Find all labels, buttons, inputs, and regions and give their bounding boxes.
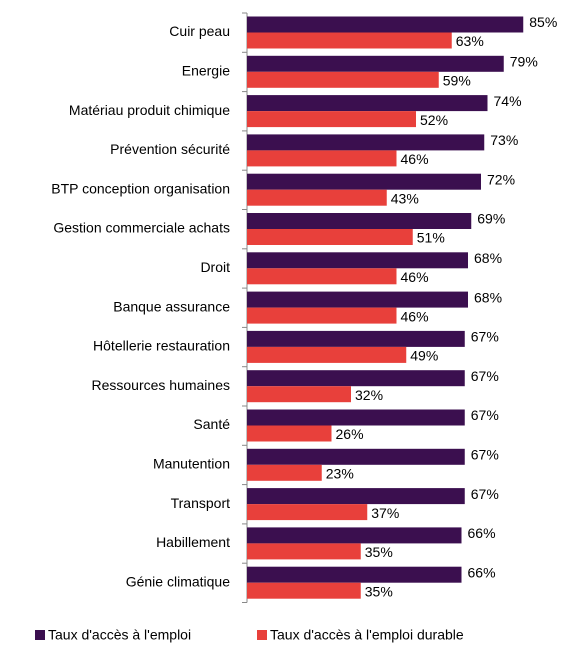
category-label: Santé	[193, 416, 230, 432]
bar	[247, 370, 465, 387]
value-label: 35%	[365, 544, 393, 560]
bar	[247, 252, 468, 269]
category-label: BTP conception organisation	[51, 180, 230, 196]
value-label: 79%	[510, 54, 538, 70]
value-label: 32%	[355, 387, 383, 403]
value-label: 67%	[471, 447, 499, 463]
bar	[247, 346, 407, 363]
bar	[247, 95, 488, 112]
value-label: 67%	[471, 486, 499, 502]
bar	[247, 425, 332, 442]
bar	[247, 488, 465, 505]
bar	[247, 268, 397, 285]
value-label: 67%	[471, 329, 499, 345]
legend-label: Taux d'accès à l'emploi	[48, 627, 191, 643]
value-label: 63%	[456, 33, 484, 49]
category-label: Génie climatique	[126, 573, 230, 589]
bar	[247, 150, 397, 167]
value-label: 46%	[401, 308, 429, 324]
value-label: 46%	[401, 269, 429, 285]
value-label: 26%	[336, 426, 364, 442]
value-label: 74%	[494, 93, 522, 109]
bar	[247, 71, 439, 88]
value-label: 51%	[417, 230, 445, 246]
value-label: 46%	[401, 151, 429, 167]
bar	[247, 111, 416, 128]
bar	[247, 134, 485, 151]
category-label: Cuir peau	[169, 23, 230, 39]
category-label: Banque assurance	[113, 298, 230, 314]
value-label: 23%	[326, 466, 354, 482]
value-label: 43%	[391, 190, 419, 206]
value-label: 69%	[477, 211, 505, 227]
bar	[247, 543, 361, 560]
value-label: 59%	[443, 73, 471, 89]
category-label: Gestion commerciale achats	[53, 220, 230, 236]
bar	[247, 448, 465, 465]
bar	[247, 173, 481, 190]
bar	[247, 330, 465, 347]
bar	[247, 213, 472, 229]
bar	[247, 189, 387, 206]
value-label: 68%	[474, 289, 502, 305]
value-label: 72%	[487, 171, 515, 187]
legend-swatch	[257, 630, 267, 640]
bar	[247, 229, 413, 245]
bar	[247, 386, 351, 403]
bar	[247, 464, 322, 481]
bar	[247, 307, 397, 324]
legend-label: Taux d'accès à l'emploi durable	[270, 627, 464, 643]
bar	[247, 566, 462, 583]
legend-swatch	[35, 630, 45, 640]
value-label: 52%	[420, 112, 448, 128]
category-label: Habillement	[156, 534, 230, 550]
value-label: 66%	[468, 564, 496, 580]
value-label: 67%	[471, 407, 499, 423]
bar	[247, 16, 524, 33]
value-label: 49%	[410, 348, 438, 364]
category-label: Ressources humaines	[91, 377, 230, 393]
bar	[247, 32, 452, 49]
value-label: 68%	[474, 250, 502, 266]
value-label: 35%	[365, 583, 393, 599]
category-label: Transport	[171, 495, 231, 511]
category-label: Manutention	[153, 456, 230, 472]
category-label: Matériau produit chimique	[69, 102, 230, 118]
value-label: 67%	[471, 368, 499, 384]
category-label: Prévention sécurité	[110, 141, 230, 157]
bar	[247, 55, 504, 72]
bar	[247, 527, 462, 544]
bar	[247, 291, 468, 308]
category-label: Energie	[182, 63, 230, 79]
category-label: Hôtellerie restauration	[93, 338, 230, 354]
bar	[247, 504, 368, 521]
bar	[247, 409, 465, 426]
value-label: 73%	[490, 132, 518, 148]
value-label: 66%	[468, 525, 496, 541]
value-label: 37%	[371, 505, 399, 521]
value-label: 85%	[529, 14, 557, 30]
bar	[247, 582, 361, 599]
category-label: Droit	[200, 259, 230, 275]
